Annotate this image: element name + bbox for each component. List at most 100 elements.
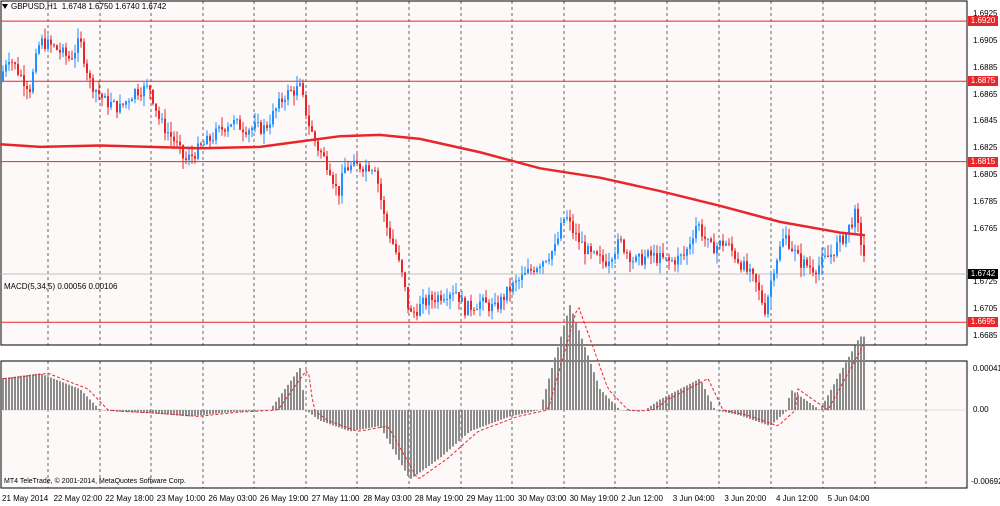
time-label: 26 May 19:00 bbox=[260, 494, 309, 503]
candle bbox=[788, 228, 790, 251]
candle bbox=[674, 257, 676, 272]
candle bbox=[206, 130, 208, 145]
candle bbox=[35, 48, 37, 75]
candle bbox=[539, 263, 541, 274]
candle bbox=[713, 233, 715, 254]
candle bbox=[122, 103, 124, 108]
candle bbox=[794, 244, 796, 262]
candle bbox=[809, 256, 811, 274]
candle bbox=[278, 92, 280, 113]
candle bbox=[185, 151, 187, 165]
candle bbox=[233, 115, 235, 131]
candle bbox=[221, 117, 223, 136]
candle bbox=[140, 87, 142, 102]
candle bbox=[299, 78, 301, 87]
candle bbox=[467, 300, 469, 316]
candle bbox=[428, 287, 430, 315]
price-tick: 1.6785 bbox=[973, 196, 998, 206]
candle bbox=[629, 250, 631, 273]
chevron-down-icon[interactable] bbox=[2, 4, 8, 10]
footer-copyright: MT4 TeleTrade, © 2001-2014, MetaQuotes S… bbox=[4, 478, 186, 485]
candle bbox=[530, 264, 532, 275]
candle bbox=[650, 246, 652, 265]
candle bbox=[296, 76, 298, 101]
candle bbox=[74, 44, 76, 68]
candle bbox=[389, 221, 391, 244]
candle bbox=[509, 277, 511, 302]
candle bbox=[425, 294, 427, 310]
candle bbox=[635, 254, 637, 263]
candle bbox=[101, 92, 103, 107]
candle bbox=[164, 109, 166, 141]
candle bbox=[710, 236, 712, 244]
candle bbox=[773, 268, 775, 287]
candle bbox=[11, 58, 13, 71]
time-label: 27 May 11:00 bbox=[311, 494, 360, 503]
time-label: 2 Jun 12:00 bbox=[621, 494, 663, 503]
candle bbox=[338, 186, 340, 205]
candle bbox=[380, 178, 382, 210]
candle bbox=[791, 241, 793, 253]
candle bbox=[578, 223, 580, 250]
candle bbox=[257, 113, 259, 128]
candle bbox=[617, 233, 619, 260]
candle bbox=[368, 161, 370, 173]
candle bbox=[236, 118, 238, 125]
candle bbox=[365, 159, 367, 182]
candle bbox=[374, 166, 376, 172]
candle bbox=[248, 127, 250, 143]
candle bbox=[476, 303, 478, 311]
candle bbox=[167, 122, 169, 141]
candle bbox=[119, 94, 121, 114]
time-label: 3 Jun 20:00 bbox=[724, 494, 767, 503]
candle bbox=[602, 249, 604, 269]
candle bbox=[461, 290, 463, 302]
candle bbox=[821, 247, 823, 275]
candle bbox=[683, 245, 685, 261]
price-tick: 1.6905 bbox=[973, 36, 998, 46]
candle bbox=[464, 295, 466, 319]
candle bbox=[284, 95, 286, 111]
candle bbox=[176, 131, 178, 148]
candle bbox=[392, 229, 394, 245]
candle bbox=[521, 265, 523, 288]
candle bbox=[200, 141, 202, 148]
time-label: 5 Jun 04:00 bbox=[827, 494, 870, 503]
candle bbox=[143, 82, 145, 107]
candle bbox=[344, 157, 346, 174]
candle bbox=[323, 147, 325, 158]
candle bbox=[779, 240, 781, 263]
candle bbox=[500, 293, 502, 314]
candle bbox=[401, 259, 403, 278]
candle bbox=[71, 50, 73, 61]
candle bbox=[575, 223, 577, 241]
candle bbox=[818, 256, 820, 281]
candle bbox=[734, 248, 736, 263]
candle bbox=[434, 291, 436, 309]
candle bbox=[623, 238, 625, 255]
candle bbox=[668, 253, 670, 270]
macd-tick-bottom: -0.00692 bbox=[971, 477, 1000, 486]
candle bbox=[158, 106, 160, 125]
candle bbox=[497, 295, 499, 313]
candle bbox=[65, 42, 67, 65]
candle bbox=[92, 74, 94, 99]
candle bbox=[398, 245, 400, 263]
price-tick: 1.6685 bbox=[973, 330, 998, 340]
horizontal-line-badge: 1.6695 bbox=[968, 317, 998, 328]
candle bbox=[59, 42, 61, 60]
price-tick: 1.6865 bbox=[973, 89, 998, 99]
candle bbox=[38, 41, 40, 56]
candle bbox=[179, 134, 181, 154]
candle bbox=[26, 81, 28, 100]
candle bbox=[515, 274, 517, 292]
candle bbox=[689, 236, 691, 255]
candle bbox=[335, 173, 337, 196]
candle bbox=[383, 196, 385, 222]
macd-label: MACD(5,34,5) 0.00056 0.00106 bbox=[4, 282, 118, 291]
candle bbox=[611, 257, 613, 269]
candle bbox=[326, 150, 328, 175]
candle bbox=[764, 293, 766, 317]
candle bbox=[626, 249, 628, 259]
